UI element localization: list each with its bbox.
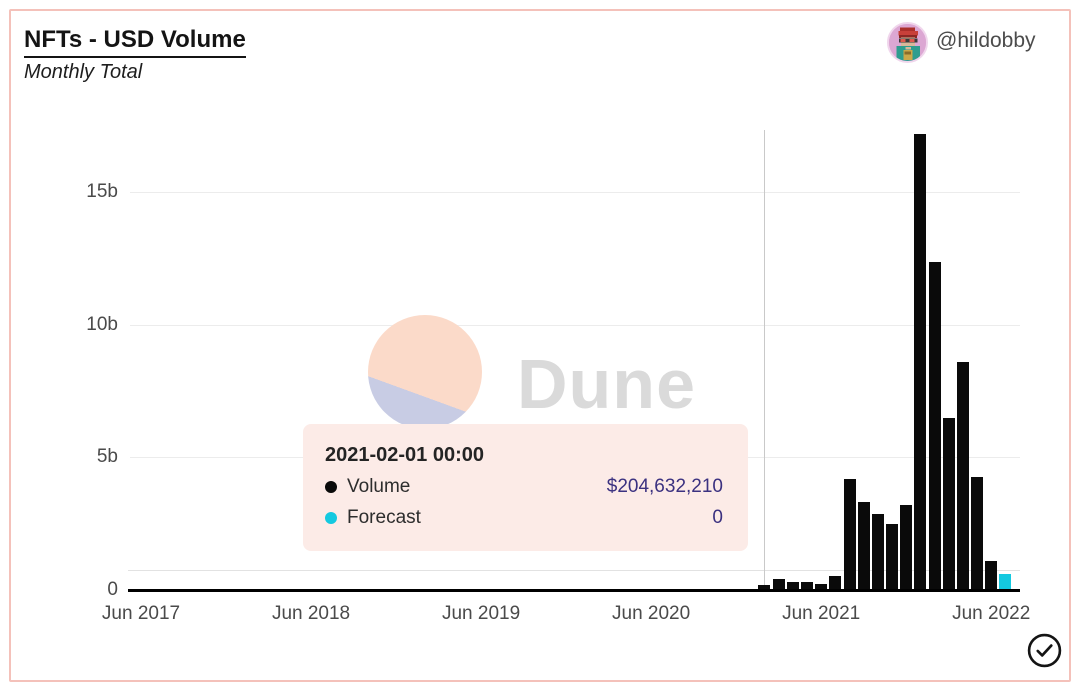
tooltip-volume-value: $204,632,210 [606,476,723,497]
x-axis-line [128,589,1020,592]
volume-bar[interactable] [857,502,870,590]
chart-title-link[interactable]: NFTs - USD Volume [24,26,246,58]
volume-bar[interactable] [829,575,842,590]
volume-bar[interactable] [956,361,969,590]
volume-bar[interactable] [871,514,884,590]
author-avatar[interactable] [887,22,928,63]
volume-bar[interactable] [928,262,941,590]
chart-tooltip: 2021-02-01 00:00 Volume $204,632,210 For… [303,424,748,551]
volume-bar[interactable] [914,133,927,590]
volume-series-dot-icon [325,481,337,493]
tooltip-volume-label: Volume [347,476,411,497]
volume-bar[interactable] [900,505,913,590]
tooltip-row-volume: Volume $204,632,210 [325,476,723,498]
x-tick-label: Jun 2022 [952,603,1031,624]
y-tick-label: 10b [86,313,118,335]
x-tick-label: Jun 2021 [782,603,861,624]
dune-logo-icon[interactable] [368,315,482,429]
volume-bar[interactable] [772,579,785,590]
volume-bar[interactable] [886,523,898,590]
volume-bar[interactable] [786,581,799,590]
chart-subtitle: Monthly Total [24,61,143,83]
tooltip-date: 2021-02-01 00:00 [325,444,485,466]
y-tick-label: 0 [107,579,118,600]
y-gridline [130,324,1020,326]
tooltip-row-forecast: Forecast 0 [325,507,723,529]
y-tick-label: 15b [86,181,118,203]
baseline-gridline [128,570,1020,571]
author-handle-link[interactable]: @hildobby [936,29,1036,52]
dune-watermark-text[interactable]: Dune [517,345,696,423]
pixel-avatar-icon [889,24,926,61]
tooltip-forecast-value: 0 [712,507,723,528]
x-tick-label: Jun 2019 [441,603,521,624]
volume-bar[interactable] [758,584,771,590]
x-tick-label: Jun 2017 [101,603,181,624]
volume-bar[interactable] [971,477,984,590]
volume-bar[interactable] [985,560,998,590]
volume-bar[interactable] [942,417,955,590]
forecast-series-dot-icon [325,512,337,524]
tooltip-forecast-label: Forecast [347,507,421,528]
check-circle-icon[interactable] [1026,632,1063,669]
volume-bar[interactable] [843,478,856,590]
x-tick-label: Jun 2020 [612,603,691,624]
volume-bar[interactable] [800,581,813,590]
y-tick-label: 5b [96,446,118,468]
forecast-bar[interactable] [999,574,1012,590]
y-gridline [130,192,1020,194]
x-tick-label: Jun 2018 [271,603,351,624]
volume-bar[interactable] [815,583,828,590]
tooltip-crosshair-line [764,130,766,590]
